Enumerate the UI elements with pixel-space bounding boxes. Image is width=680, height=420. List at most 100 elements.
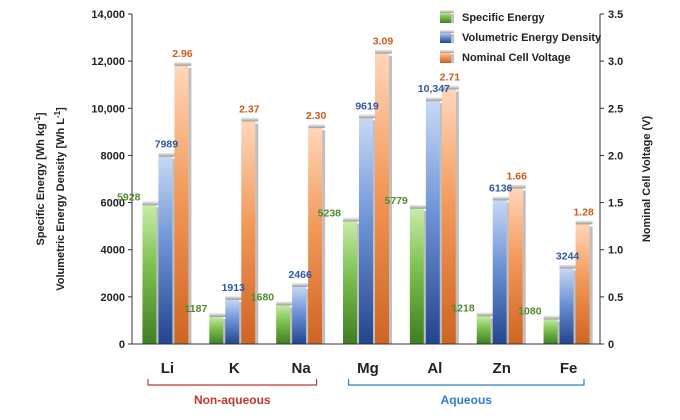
left-axis-title-line1: Specific Energy [Wh kg-1] bbox=[33, 112, 47, 245]
data-label-k-1: 1913 bbox=[222, 282, 246, 294]
bar-zn-nominal-cell-voltage bbox=[508, 187, 523, 344]
right-tick-label: 1.0 bbox=[608, 245, 623, 257]
bar-al-volumetric-energy-density bbox=[425, 100, 440, 344]
bar-shade bbox=[322, 130, 326, 344]
bar-cap bbox=[276, 301, 294, 306]
bar-shade bbox=[589, 226, 593, 344]
data-label-al-0: 5779 bbox=[384, 195, 408, 207]
x-tick-label-zn: Zn bbox=[493, 360, 511, 377]
bar-na-specific-energy bbox=[276, 304, 291, 344]
bar-shade bbox=[290, 307, 294, 344]
group-bracket-1 bbox=[347, 379, 585, 386]
x-tick-label-li: Li bbox=[161, 360, 174, 377]
bar-shade bbox=[357, 223, 360, 344]
data-label-al-2: 2.71 bbox=[440, 71, 461, 83]
legend-swatch-cap bbox=[440, 50, 454, 53]
bar-zn-specific-energy bbox=[476, 315, 491, 344]
bar-shade bbox=[223, 319, 227, 344]
bar-shade bbox=[557, 321, 561, 344]
bar-shade bbox=[455, 91, 459, 344]
x-tick-label-al: Al bbox=[427, 360, 442, 377]
data-label-mg-2: 3.09 bbox=[373, 36, 394, 48]
left-axis-title-line2-sup: -1 bbox=[53, 110, 62, 118]
data-label-fe-2: 1.28 bbox=[573, 206, 594, 218]
legend-swatch-cap bbox=[440, 30, 454, 33]
bar-cap bbox=[158, 152, 176, 157]
bar-cap bbox=[241, 117, 259, 122]
left-tick-label: 8000 bbox=[101, 150, 125, 162]
right-axis-title: Nominal Cell Voltage (V) bbox=[641, 116, 653, 243]
data-labels-layer: 5928 7989 2.96 1187 1913 2.37 1680 2466 2.30 5238… bbox=[117, 36, 594, 318]
x-tick-label-k: K bbox=[229, 360, 240, 377]
data-label-li-1: 7989 bbox=[155, 139, 179, 151]
bar-li-nominal-cell-voltage bbox=[174, 64, 189, 345]
bar-shade bbox=[490, 318, 494, 344]
bar-mg-nominal-cell-voltage bbox=[375, 52, 389, 345]
data-label-fe-0: 1080 bbox=[518, 306, 542, 318]
legend-label-0: Specific Energy bbox=[462, 12, 545, 24]
group-bracket-0 bbox=[147, 379, 318, 386]
axes-layer: Li K Na Mg Al Zn Fe 0 2000 4000 6000 8000 10,000 12,0… bbox=[33, 9, 653, 377]
data-label-na-0: 1680 bbox=[251, 291, 275, 303]
legend-swatch-2 bbox=[440, 52, 451, 63]
bar-zn-volumetric-energy-density bbox=[492, 199, 507, 344]
data-label-k-2: 2.37 bbox=[239, 104, 260, 116]
data-label-mg-1: 9619 bbox=[355, 100, 379, 112]
data-label-zn-1: 6136 bbox=[489, 182, 513, 194]
left-axis-title-line2-end: ] bbox=[55, 107, 67, 111]
group-label-1: Aqueous bbox=[441, 393, 493, 407]
bar-shade bbox=[306, 288, 310, 344]
bar-cap bbox=[225, 295, 243, 300]
bar-cap bbox=[441, 85, 459, 90]
data-label-k-0: 1187 bbox=[185, 303, 208, 315]
bar-shade bbox=[156, 207, 160, 344]
bar-mg-volumetric-energy-density bbox=[359, 117, 373, 345]
x-tick-label-mg: Mg bbox=[357, 360, 379, 377]
bar-cap bbox=[492, 196, 510, 201]
right-tick-label: 3.0 bbox=[608, 56, 623, 68]
bar-cap bbox=[476, 312, 494, 317]
left-tick-label: 14,000 bbox=[91, 9, 125, 21]
bar-cap bbox=[409, 204, 427, 209]
data-label-na-1: 2466 bbox=[288, 269, 312, 281]
legend-swatch-shade bbox=[451, 34, 454, 43]
bar-cap bbox=[142, 201, 160, 206]
left-tick-label: 10,000 bbox=[91, 103, 125, 115]
bar-al-specific-energy bbox=[409, 207, 424, 344]
bar-cap bbox=[508, 184, 526, 189]
left-tick-label: 6000 bbox=[101, 198, 125, 210]
group-label-0: Non-aqueous bbox=[194, 393, 271, 407]
bar-cap bbox=[209, 313, 227, 318]
data-label-zn-2: 1.66 bbox=[506, 170, 527, 182]
bar-fe-volumetric-energy-density bbox=[559, 267, 574, 344]
left-tick-label: 2000 bbox=[101, 292, 125, 304]
bar-na-volumetric-energy-density bbox=[292, 285, 307, 344]
bar-k-nominal-cell-voltage bbox=[241, 120, 256, 345]
right-tick-label: 2.5 bbox=[608, 103, 623, 115]
legend-label-2: Nominal Cell Voltage bbox=[462, 52, 571, 64]
bar-shade bbox=[522, 190, 526, 344]
left-axis-title-line2: Volumetric Energy Density [Wh L-1] bbox=[53, 107, 67, 291]
data-label-li-2: 2.96 bbox=[172, 48, 193, 60]
bar-na-nominal-cell-voltage bbox=[308, 127, 323, 345]
left-axis-title-line1-sup: -1 bbox=[33, 116, 42, 124]
data-label-li-0: 5928 bbox=[117, 191, 141, 203]
bar-mg-specific-energy bbox=[343, 220, 357, 344]
left-axis-title-line1-end: ] bbox=[35, 112, 47, 116]
bar-shade bbox=[172, 158, 176, 344]
x-tick-label-na: Na bbox=[292, 360, 312, 377]
bar-shade bbox=[439, 103, 443, 344]
left-tick-label: 12,000 bbox=[91, 56, 125, 68]
left-axis-title-line1-text: Specific Energy [Wh kg bbox=[35, 123, 47, 245]
bar-shade bbox=[423, 210, 427, 344]
left-tick-label: 4000 bbox=[101, 245, 125, 257]
bar-shade bbox=[389, 55, 392, 345]
bar-cap bbox=[559, 264, 577, 269]
bar-cap bbox=[425, 97, 443, 102]
bar-shade bbox=[506, 202, 510, 344]
bar-cap bbox=[543, 315, 561, 320]
bar-cap bbox=[308, 124, 326, 129]
bar-fe-specific-energy bbox=[543, 318, 558, 344]
